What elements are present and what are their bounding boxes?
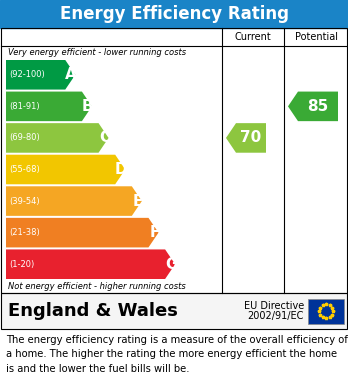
Polygon shape bbox=[6, 186, 142, 216]
Polygon shape bbox=[226, 123, 266, 153]
Text: England & Wales: England & Wales bbox=[8, 302, 178, 320]
Text: F: F bbox=[149, 225, 160, 240]
Text: 70: 70 bbox=[240, 131, 262, 145]
Text: Current: Current bbox=[235, 32, 271, 42]
Text: EU Directive: EU Directive bbox=[244, 301, 304, 311]
Text: A: A bbox=[65, 67, 77, 82]
Text: Very energy efficient - lower running costs: Very energy efficient - lower running co… bbox=[8, 48, 186, 57]
Text: (81-91): (81-91) bbox=[9, 102, 40, 111]
Text: (69-80): (69-80) bbox=[9, 133, 40, 142]
Bar bbox=[1, 293, 347, 329]
Text: D: D bbox=[115, 162, 127, 177]
Text: Energy Efficiency Rating: Energy Efficiency Rating bbox=[60, 5, 288, 23]
Bar bbox=[0, 0, 348, 28]
Text: 2002/91/EC: 2002/91/EC bbox=[248, 311, 304, 321]
Text: (92-100): (92-100) bbox=[9, 70, 45, 79]
Polygon shape bbox=[6, 60, 75, 90]
Text: 85: 85 bbox=[307, 99, 329, 114]
Text: C: C bbox=[99, 131, 110, 145]
Bar bbox=[1, 28, 347, 293]
Polygon shape bbox=[6, 249, 175, 279]
Text: B: B bbox=[82, 99, 94, 114]
Text: Potential: Potential bbox=[294, 32, 338, 42]
Text: G: G bbox=[165, 257, 177, 272]
Polygon shape bbox=[288, 91, 338, 121]
Text: (39-54): (39-54) bbox=[9, 197, 40, 206]
Polygon shape bbox=[6, 155, 125, 184]
Text: (1-20): (1-20) bbox=[9, 260, 34, 269]
Text: The energy efficiency rating is a measure of the overall efficiency of a home. T: The energy efficiency rating is a measur… bbox=[6, 335, 348, 374]
Text: Not energy efficient - higher running costs: Not energy efficient - higher running co… bbox=[8, 282, 186, 291]
Bar bbox=[308, 298, 344, 323]
Polygon shape bbox=[6, 123, 109, 153]
Text: (55-68): (55-68) bbox=[9, 165, 40, 174]
Polygon shape bbox=[6, 218, 158, 248]
Text: (21-38): (21-38) bbox=[9, 228, 40, 237]
Text: E: E bbox=[133, 194, 143, 208]
Polygon shape bbox=[6, 91, 92, 121]
